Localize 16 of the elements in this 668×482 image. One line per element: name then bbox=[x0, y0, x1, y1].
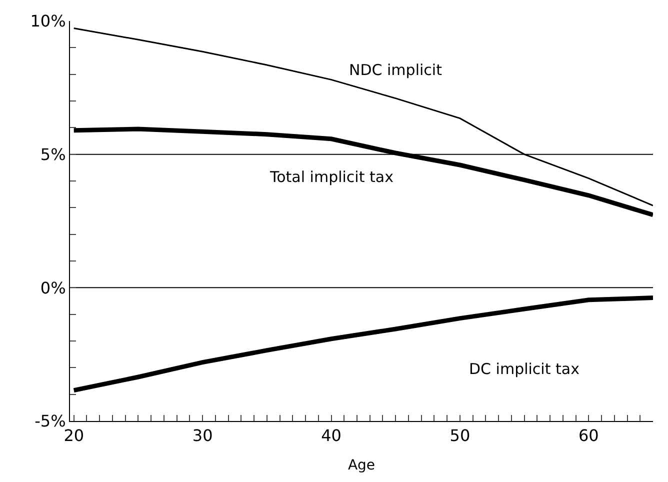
x-tick-label: 50 bbox=[450, 426, 470, 446]
line-series bbox=[72, 126, 653, 218]
y-tick-label: 0% bbox=[40, 278, 66, 298]
y-tick-label: 10% bbox=[30, 12, 66, 31]
series-label: Total implicit tax bbox=[269, 168, 394, 186]
line-series bbox=[72, 296, 653, 393]
x-tick-label: 40 bbox=[321, 426, 342, 446]
x-axis-title: Age bbox=[348, 458, 376, 474]
y-tick-label: -5% bbox=[34, 412, 66, 431]
text: DC implicit tax bbox=[469, 360, 580, 378]
line-series bbox=[73, 27, 653, 206]
y-tick-label: 5% bbox=[40, 144, 66, 164]
x-tick-label: 30 bbox=[192, 426, 213, 446]
x-tick-label: 20 bbox=[64, 426, 84, 446]
series-label: NDC implicit bbox=[349, 61, 442, 79]
x-tick-label: 60 bbox=[578, 426, 599, 446]
